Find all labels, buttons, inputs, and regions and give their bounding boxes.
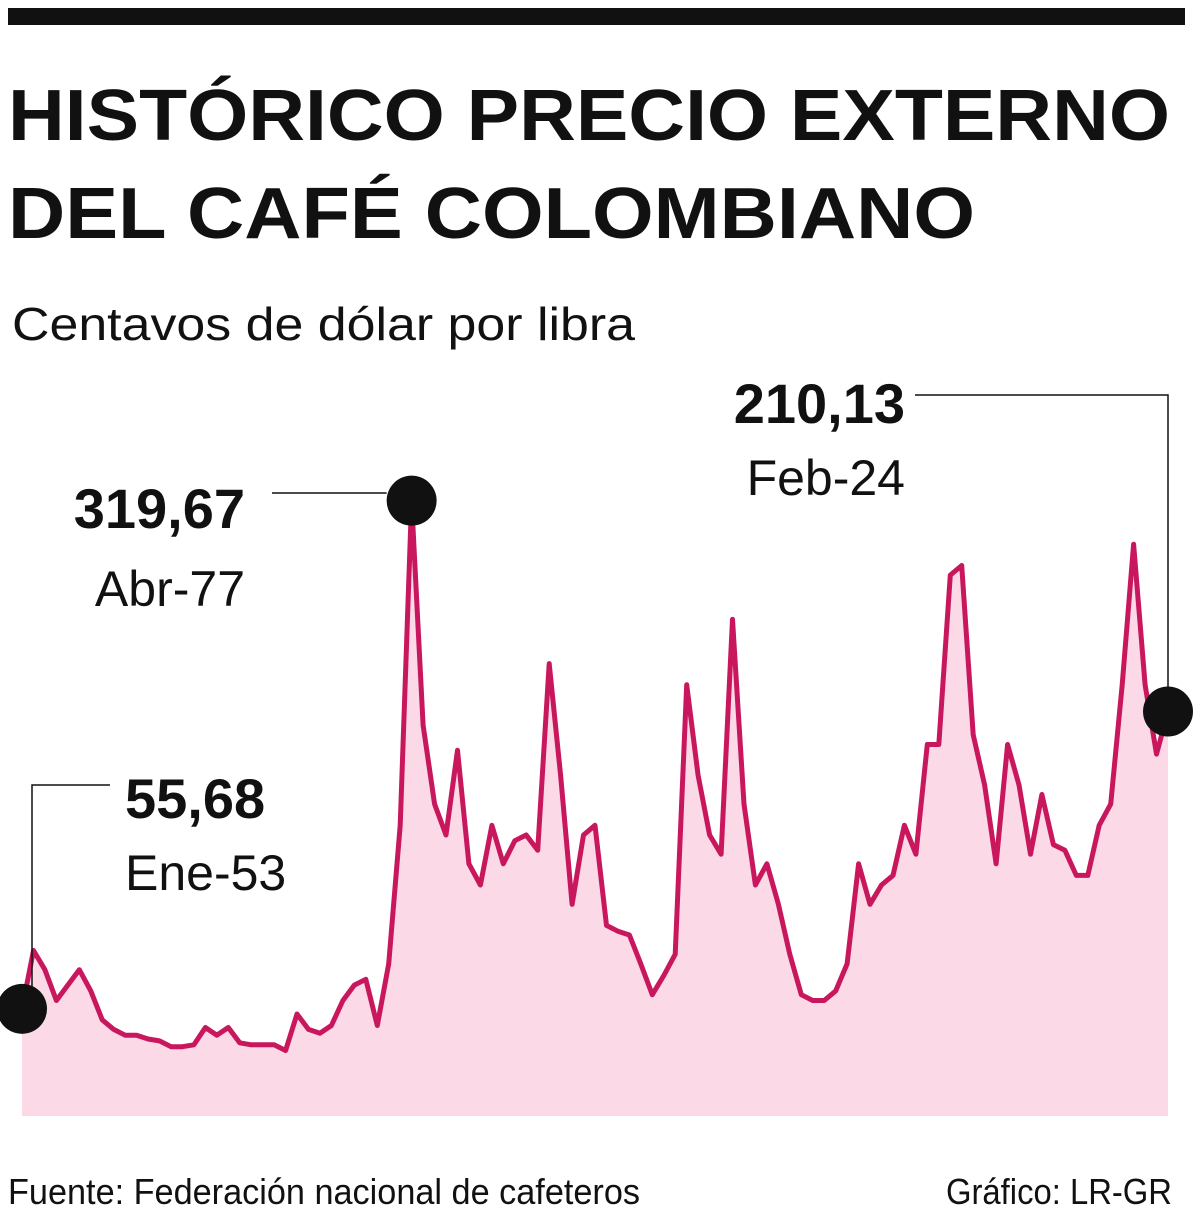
- chart-title: DEL CAFÉ COLOMBIANO: [8, 174, 975, 254]
- area: [22, 500, 1168, 1117]
- price-line: [19, 498, 1171, 1053]
- date-label: Abr-77: [95, 561, 245, 617]
- source: Fuente: Federación nacional de cafeteros: [8, 1171, 640, 1212]
- point-marker: [1143, 686, 1193, 737]
- value-label: 319,67: [74, 477, 245, 540]
- connector: [31, 784, 110, 1009]
- chart-title: HISTÓRICO PRECIO EXTERNO: [8, 75, 1170, 156]
- date-label: Feb-24: [747, 450, 905, 506]
- credit: Gráfico: LR-GR: [946, 1171, 1172, 1212]
- subtitle: Centavos de dólar por libra: [12, 298, 635, 350]
- point-marker: [386, 475, 437, 526]
- value-label: 210,13: [734, 372, 905, 435]
- point-marker: [0, 983, 47, 1034]
- value-label: 55,68: [125, 767, 265, 830]
- top-bar: [8, 8, 1185, 25]
- date-label: Ene-53: [125, 845, 286, 901]
- connector: [915, 394, 1169, 687]
